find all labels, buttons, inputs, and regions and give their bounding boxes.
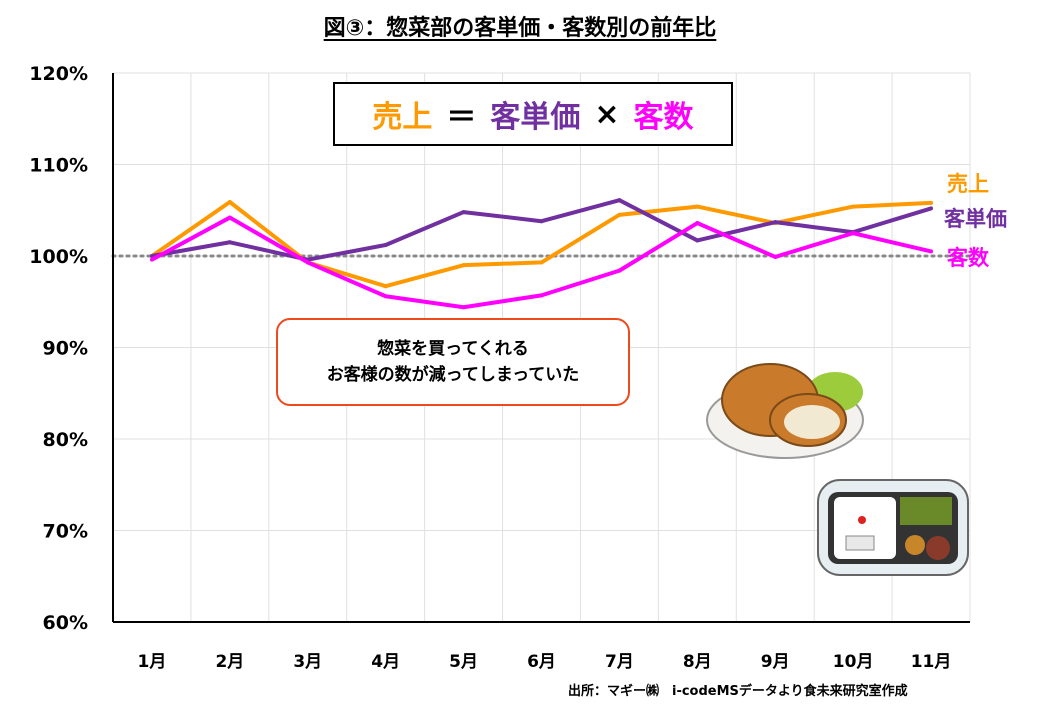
formula-times: ×	[594, 96, 620, 132]
data-point	[617, 268, 622, 273]
data-point	[383, 243, 388, 248]
formula-sales: 売上	[372, 100, 433, 135]
x-tick-label: 2月	[215, 652, 244, 672]
data-point	[929, 206, 934, 211]
data-point	[227, 215, 232, 220]
data-point	[539, 293, 544, 298]
x-tick-label: 6月	[527, 652, 556, 672]
y-tick-label: 110%	[29, 155, 88, 177]
x-tick-label: 4月	[371, 652, 400, 672]
series-label-unit-price: 客単価	[944, 207, 1007, 231]
croquette-illustration	[706, 363, 864, 459]
data-point	[461, 263, 466, 268]
data-point	[695, 221, 700, 226]
data-point	[773, 254, 778, 259]
data-point	[305, 260, 310, 265]
data-point	[383, 294, 388, 299]
x-tick-label: 9月	[761, 652, 790, 672]
data-point	[929, 200, 934, 205]
note-line-1: 惣菜を買ってくれる	[377, 339, 529, 359]
x-tick-label: 3月	[293, 652, 322, 672]
data-point	[227, 200, 232, 205]
data-point	[539, 260, 544, 265]
data-point	[617, 198, 622, 203]
data-point	[695, 204, 700, 209]
y-tick-label: 60%	[43, 612, 88, 634]
x-tick-label: 1月	[138, 652, 167, 672]
x-tick-label: 5月	[449, 652, 478, 672]
data-point	[617, 212, 622, 217]
x-tick-label: 7月	[605, 652, 634, 672]
annotation-note: 惣菜を買ってくれる お客様の数が減ってしまっていた	[276, 318, 630, 406]
x-tick-label: 11月	[911, 652, 952, 672]
note-line-2: お客様の数が減ってしまっていた	[326, 365, 580, 385]
y-tick-label: 120%	[29, 63, 88, 85]
data-point	[461, 210, 466, 215]
data-point	[851, 231, 856, 236]
x-tick-label: 8月	[683, 652, 712, 672]
formula-unit-price: 客単価	[490, 100, 581, 135]
data-point	[227, 240, 232, 245]
data-point	[383, 284, 388, 289]
source-note: 出所：マギー㈱ i-codeMSデータより食未来研究室作成	[568, 684, 908, 699]
y-tick-label: 80%	[43, 429, 88, 451]
y-tick-label: 90%	[43, 338, 88, 360]
x-tick-label: 10月	[833, 652, 874, 672]
formula-customers: 客数	[633, 100, 694, 135]
data-point	[149, 257, 154, 262]
data-point	[851, 204, 856, 209]
series-label-sales: 売上	[947, 172, 989, 196]
formula-equals: ＝	[446, 100, 477, 135]
data-point	[461, 305, 466, 310]
y-tick-label: 70%	[43, 521, 88, 543]
chart-title: 図③：惣菜部の客単価・客数別の前年比	[323, 16, 717, 41]
data-point	[929, 249, 934, 254]
data-point	[539, 219, 544, 224]
y-tick-label: 100%	[29, 246, 88, 268]
data-point	[773, 220, 778, 225]
formula-box: 売上 ＝ 客単価 × 客数	[333, 82, 733, 146]
data-point	[695, 238, 700, 243]
series-label-customers: 客数	[947, 246, 989, 270]
bento-illustration	[817, 479, 969, 576]
